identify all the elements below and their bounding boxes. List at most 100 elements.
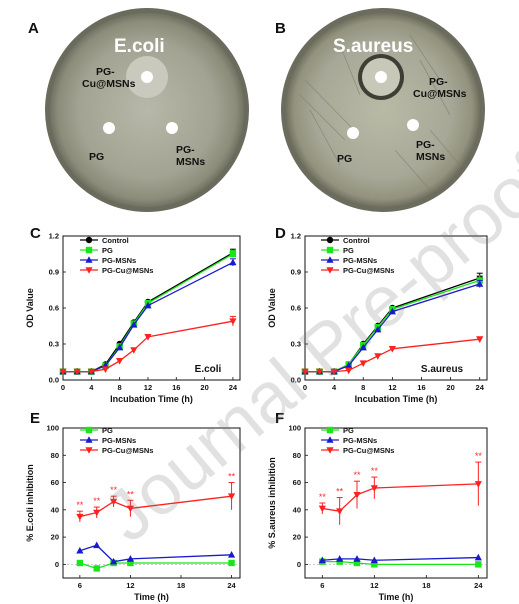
chart-c-series-pg-msns-point bbox=[130, 321, 138, 328]
chart-c-legend-marker bbox=[85, 246, 93, 254]
chart-e-legend-marker bbox=[85, 436, 93, 443]
chart-e-significance-label: ** bbox=[127, 489, 135, 499]
chart-f-series-pg-cu-msns-point bbox=[318, 505, 326, 513]
chart-c-legend-label: PG-Cu@MSNs bbox=[102, 266, 153, 275]
chart-f-xtick-label: 24 bbox=[474, 581, 483, 590]
chart-d-series-pg-msns-point bbox=[345, 361, 353, 369]
chart-e-significance-label: ** bbox=[93, 496, 101, 506]
chart-f-series-pg-line bbox=[322, 560, 479, 566]
chart-f-series-pg-msns-line bbox=[322, 556, 479, 561]
chart-f-legend-label: PG-Cu@MSNs bbox=[343, 446, 394, 455]
chart-e-series-pg-point bbox=[127, 559, 134, 567]
chart-e-significance-label: ** bbox=[110, 485, 118, 495]
chart-f-significance-label: ** bbox=[371, 466, 379, 476]
chart-d-ytick-label: 0.6 bbox=[291, 304, 301, 313]
chart-e-series-pg-cu-msns-point bbox=[126, 505, 135, 513]
chart-c-xtick-label: 16 bbox=[172, 383, 180, 392]
chart-d-ytick-label: 1.2 bbox=[291, 232, 301, 241]
chart-d-legend-label: Control bbox=[343, 236, 370, 245]
chart-c-series-pg-cu-msns-line bbox=[63, 320, 234, 373]
chart-f-series-pg-cu-msns-point bbox=[370, 485, 378, 492]
chart-e-significance-label: ** bbox=[228, 472, 236, 482]
plate-b-disc-pg bbox=[347, 127, 359, 139]
chart-d-legend-marker bbox=[326, 267, 334, 274]
chart-f-series-pg-msns-point bbox=[474, 553, 482, 561]
chart-d-series-pg-cu-msns-point bbox=[315, 368, 324, 376]
chart-f-series-pg-msns-point bbox=[370, 556, 378, 564]
chart-e-series-pg-msns-line bbox=[79, 544, 232, 563]
chart-d-series-pg-cu-msns-point bbox=[345, 367, 353, 375]
chart-d-series-pg-cu-msns-point bbox=[388, 346, 396, 353]
plate-b-label-msns: PG- MSNs bbox=[416, 139, 445, 163]
plate-a-label-msns-line2: MSNs bbox=[176, 156, 205, 168]
chart-f-ytick-label: 40 bbox=[293, 505, 301, 514]
chart-f-series-pg-msns-point bbox=[318, 556, 326, 564]
chart-d-xtick-label: 0 bbox=[303, 383, 307, 392]
chart-d-series-pg-msns-point bbox=[388, 307, 396, 315]
chart-d-xtick-label: 24 bbox=[476, 383, 485, 392]
chart-c-xtick-label: 0 bbox=[61, 383, 65, 392]
plate-b-label-msns-line2: MSNs bbox=[416, 151, 445, 163]
chart-d-xtick-label: 20 bbox=[446, 383, 454, 392]
chart-e-series-pg-point bbox=[228, 559, 235, 567]
chart-f-xlabel: Time (h) bbox=[379, 592, 414, 602]
chart-f-series-pg-cu-msns-point bbox=[474, 481, 482, 488]
chart-d-xlabel: Incubation Time (h) bbox=[355, 394, 438, 404]
chart-f-ytick-label: 20 bbox=[293, 533, 301, 542]
chart-e-xtick-label: 24 bbox=[227, 581, 236, 590]
chart-d-ytick-label: 0.3 bbox=[291, 340, 301, 349]
chart-f-xtick-label: 6 bbox=[320, 581, 324, 590]
chart-c-ytick-label: 0.6 bbox=[49, 304, 59, 313]
chart-d-ytick-label: 0.9 bbox=[291, 268, 301, 277]
chart-d-organism-tag: S.aureus bbox=[421, 364, 464, 375]
plate-a-label-cu-line1: PG- bbox=[96, 66, 115, 78]
plate-a-disc-msns bbox=[166, 122, 178, 134]
chart-f-series-pg-msns-point bbox=[336, 555, 344, 562]
chart-f-significance-label: ** bbox=[475, 451, 483, 461]
chart-d-legend-marker bbox=[326, 256, 334, 263]
chart-f-series-pg-point bbox=[371, 561, 378, 568]
chart-c-series-pg-cu-msns-point bbox=[73, 368, 81, 376]
chart-c-xtick-label: 24 bbox=[229, 383, 238, 392]
plate-b-agar bbox=[286, 13, 480, 207]
chart-f-ytick-label: 60 bbox=[293, 478, 301, 487]
chart-d-xtick-label: 12 bbox=[388, 383, 396, 392]
plate-a-title: E.coli bbox=[114, 36, 165, 57]
chart-d-series-pg-cu-msns-point bbox=[330, 368, 338, 376]
chart-c-series-pg-msns-point bbox=[144, 301, 152, 309]
chart-e-series-pg-msns-point bbox=[93, 541, 101, 549]
chart-c-series-pg-msns-point bbox=[116, 343, 124, 351]
chart-c-legend-label: PG-MSNs bbox=[102, 256, 136, 265]
chart-f-series-pg-point bbox=[475, 561, 482, 568]
chart-d-ylabel: OD Value bbox=[267, 288, 277, 328]
chart-c: C 0 4 8 12 16 20 24 0.0 0.3 0.6 0.9 1.2 Incubation T… bbox=[25, 225, 241, 404]
chart-e-legend-label: PG bbox=[102, 426, 113, 435]
chart-c-series-pg-cu-msns-point bbox=[87, 368, 95, 376]
chart-f-legend-marker bbox=[326, 436, 334, 443]
plate-b-label-cu: PG- Cu@MSNs bbox=[413, 76, 467, 100]
chart-f-series-pg-cu-msns-point bbox=[336, 508, 344, 515]
chart-e-series-pg-cu-msns-point bbox=[93, 509, 101, 517]
panel-letter-a: A bbox=[28, 20, 39, 37]
chart-c-legend-label: Control bbox=[102, 236, 129, 245]
chart-c-series-pg-msns-point bbox=[229, 258, 237, 266]
chart-e-series-pg-cu-msns-point bbox=[76, 513, 84, 521]
chart-c-ylabel: OD Value bbox=[25, 288, 35, 328]
chart-e-legend-marker bbox=[85, 447, 93, 454]
plate-a-disc-cu bbox=[141, 71, 153, 83]
chart-c-xtick-label: 8 bbox=[118, 383, 122, 392]
chart-c-legend-label: PG bbox=[102, 246, 113, 255]
chart-d-xtick-label: 8 bbox=[361, 383, 365, 392]
chart-f-legend-marker bbox=[326, 426, 334, 434]
chart-d-series-pg-cu-msns-point bbox=[374, 353, 382, 360]
chart-f-ylabel: % S.aureus inhibition bbox=[267, 457, 277, 549]
plate-b-label-msns-line1: PG- bbox=[416, 139, 435, 151]
chart-c-xlabel: Incubation Time (h) bbox=[110, 394, 193, 404]
chart-d-series-pg-cu-msns-point bbox=[359, 360, 367, 367]
chart-d-legend-label: PG-Cu@MSNs bbox=[343, 266, 394, 275]
chart-e-series-pg-line bbox=[79, 562, 232, 570]
chart-c-series-pg-cu-msns-point bbox=[144, 334, 152, 341]
chart-e-series-pg-msns-point bbox=[126, 555, 135, 562]
chart-c-legend-marker bbox=[85, 236, 93, 244]
